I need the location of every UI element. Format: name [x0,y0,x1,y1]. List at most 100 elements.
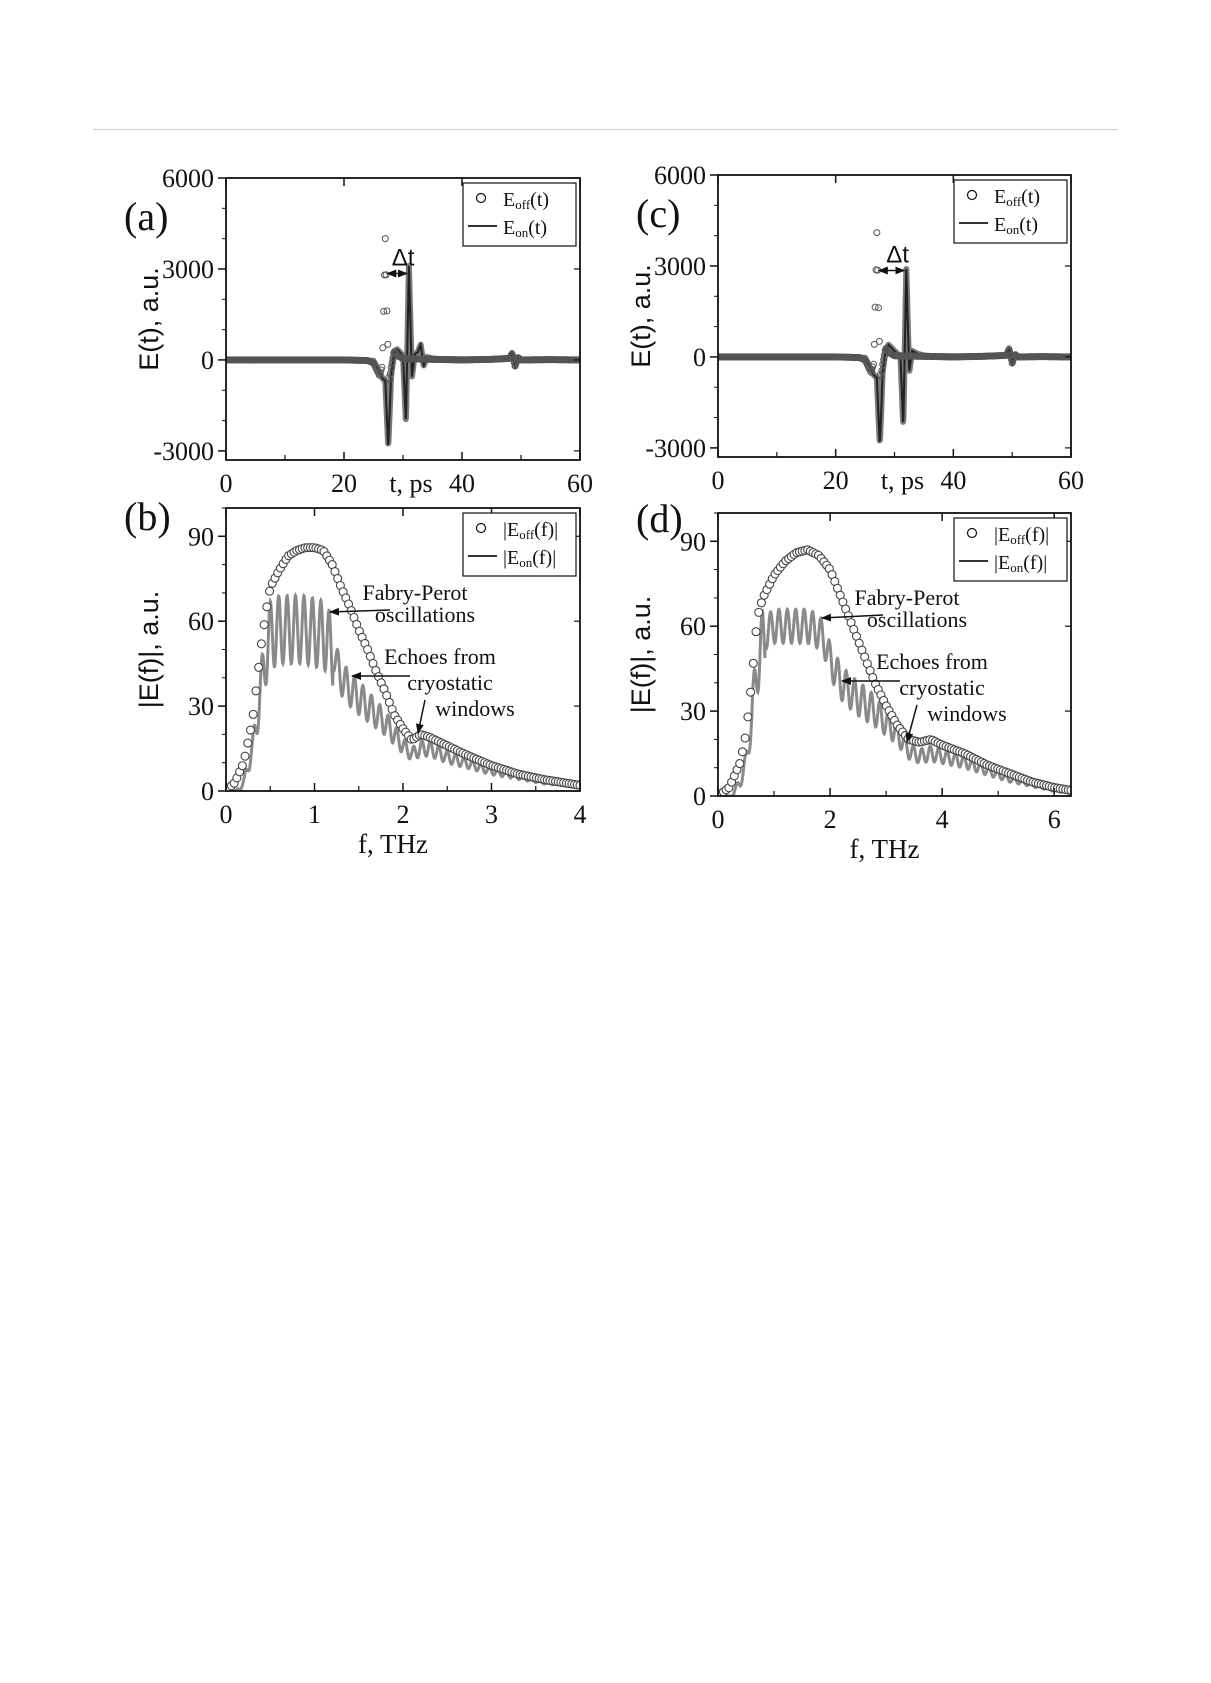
data-point [381,235,389,243]
data-point [262,602,272,612]
x-tick-label: 20 [823,466,849,495]
data-point [748,658,758,668]
data-point [575,780,580,790]
data-point [1005,346,1013,354]
data-point [384,340,392,348]
legend-label: |Eon(f)| [503,547,556,570]
series-e-off [718,545,1071,796]
data-point [383,307,391,315]
data-point [378,363,386,371]
legend-circle-marker [966,527,978,539]
annotation-text: windows [927,701,1006,726]
annotation-text: cryostatic [407,670,493,695]
y-tick-label: 6000 [162,164,214,193]
data-point [245,725,256,735]
series-line [718,606,1071,796]
data-point [756,598,766,608]
legend-label: Eon(t) [994,214,1038,237]
y-tick-label: 60 [188,607,214,636]
data-point [265,586,275,596]
plot-area [226,235,580,447]
annotation-text: windows [435,696,514,721]
annotation-text: Fabry-Perot [362,580,467,605]
y-axis-label: E(t), a.u. [134,267,164,371]
x-axis-label: f, THz [850,834,920,864]
data-point [735,759,745,769]
annotation-text: cryostatic [899,675,985,700]
data-point [243,738,253,748]
legend-entry: |Eon(f)| [959,552,1047,575]
legend-label: Eoff(t) [503,189,549,212]
plot-area [718,545,1071,796]
y-tick-label: 0 [201,777,214,806]
legend-entry: Eon(t) [468,217,547,240]
y-tick-label: 30 [188,692,214,721]
annotation-text: Echoes from [384,644,496,669]
x-axis-label: t, ps [389,469,432,498]
data-point [240,751,250,761]
data-point [379,344,387,352]
axes: 0 1 2 3 4 0 30 60 90 [188,507,587,829]
legend: |Eoff(f)| |Eon(f)| [953,517,1068,582]
annotation-text: Fabry-Perot [854,585,959,610]
legend-circle-marker [966,189,978,201]
x-axis-label: t, ps [881,466,924,495]
data-point [875,304,883,312]
y-tick-label: -3000 [153,437,214,466]
legend-entry: |Eoff(f)| [966,524,1049,547]
data-point [875,337,883,345]
data-point [880,356,888,364]
legend-circle-marker [475,522,487,534]
legend-label: |Eoff(f)| [503,519,558,542]
x-tick-label: 0 [220,469,233,498]
x-tick-label: 4 [936,805,949,834]
legend-entry: Eoff(t) [475,189,549,212]
legend-entry: |Eon(f)| [468,547,556,570]
plot-frame [225,177,581,461]
page-rule [93,129,1118,130]
data-point [237,761,247,771]
x-axis-label: f, THz [358,829,428,859]
x-tick-label: 0 [712,466,725,495]
legend: Eoff(t) Eon(t) [953,179,1068,244]
plot-frame [717,512,1072,797]
legend-label: |Eoff(f)| [994,524,1049,547]
x-tick-label: 0 [712,805,725,834]
legend: |Eoff(f)| |Eon(f)| [462,512,577,577]
legend-entry: Eoff(t) [966,186,1040,209]
y-tick-label: 90 [680,527,706,556]
annotation-text: oscillations [375,602,475,627]
data-point [751,627,761,637]
y-tick-label: 90 [188,522,214,551]
data-point [873,229,881,237]
series-e-on [718,606,1071,796]
x-tick-label: 60 [567,469,593,498]
data-point [869,360,877,368]
data-point [256,639,266,649]
y-tick-label: 60 [680,612,706,641]
x-tick-label: 6 [1048,805,1061,834]
chart-panel-b: (b) 0 1 2 3 4 0 30 60 90 f, THz |E(f)|, a.u. Fabry-P… [124,494,587,859]
x-tick-label: 2 [397,800,410,829]
y-tick-label: 0 [693,343,706,372]
annotation-text: oscillations [867,607,967,632]
legend: Eoff(t) Eon(t) [462,182,577,247]
y-tick-label: -3000 [645,434,706,463]
legend-entry: Eon(t) [959,214,1038,237]
data-point [259,620,269,630]
x-tick-label: 3 [485,800,498,829]
series-e-off [718,229,1071,380]
data-point [1006,347,1014,355]
y-tick-label: 3000 [162,255,214,284]
data-point [740,733,750,743]
y-tick-label: 30 [680,697,706,726]
panel-label: (b) [124,494,171,539]
annotation-arrow [329,607,391,616]
